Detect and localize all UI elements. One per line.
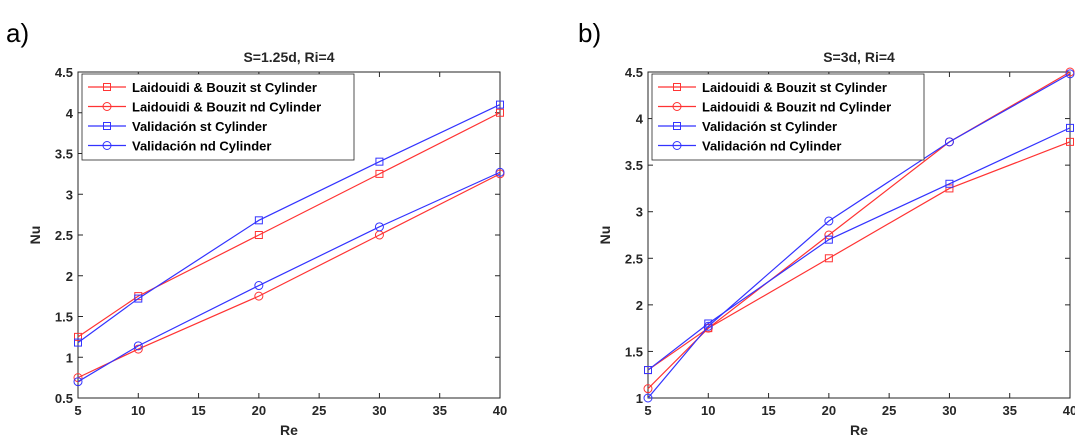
series-line [647, 73, 1071, 399]
data-point-circle [643, 384, 653, 394]
series-line [647, 141, 1071, 371]
y-tick-label: 2.5 [55, 228, 73, 243]
x-tick-label: 15 [191, 403, 205, 418]
legend-marker-circle [102, 141, 112, 150]
legend-marker-circle [672, 141, 682, 150]
x-tick-label: 15 [761, 403, 775, 418]
x-tick-label: 5 [644, 403, 651, 418]
x-tick-label: 35 [1002, 403, 1016, 418]
x-tick-label: 35 [432, 403, 446, 418]
legend-entry: Validación nd Cylinder [132, 139, 271, 154]
data-point-circle [824, 216, 834, 226]
x-tick-label: 5 [74, 403, 81, 418]
series-line [77, 104, 501, 344]
data-point-circle [73, 377, 83, 387]
data-point-circle [643, 393, 653, 403]
legend-marker-circle [102, 102, 112, 111]
data-point-square [945, 184, 954, 193]
legend-entry: Laidouidi & Bouzit nd Cylinder [702, 100, 891, 115]
series-line [77, 173, 501, 379]
data-point-square [134, 294, 143, 303]
data-point-circle [374, 222, 384, 232]
data-point-square [1066, 137, 1074, 146]
y-tick-label: 4.5 [55, 65, 73, 80]
data-point-square [74, 338, 82, 347]
legend-box [81, 73, 355, 161]
data-point-square [375, 157, 384, 166]
legend-entry: Validación st Cylinder [132, 119, 267, 134]
x-tick-label: 30 [942, 403, 956, 418]
legend-entry: Laidouidi & Bouzit st Cylinder [702, 80, 887, 95]
legend-marker-square [673, 83, 681, 91]
data-point-square [496, 108, 504, 117]
y-tick-label: 1.5 [625, 344, 643, 359]
data-point-square [945, 179, 954, 188]
data-point-square [496, 100, 504, 109]
data-point-circle [254, 281, 264, 291]
y-tick-label: 0.5 [55, 391, 73, 406]
x-tick-label: 10 [131, 403, 145, 418]
legend-entry: Laidouidi & Bouzit nd Cylinder [132, 100, 321, 115]
legend-entry: Validación nd Cylinder [702, 139, 841, 154]
data-point-square [254, 216, 263, 225]
data-point-circle [133, 341, 143, 351]
y-tick-label: 4 [66, 106, 74, 121]
data-point-square [1066, 123, 1074, 132]
legend-marker-square [103, 83, 111, 91]
legend-marker-square [103, 122, 111, 130]
data-point-circle [495, 167, 505, 177]
legend-marker-square [673, 122, 681, 130]
y-tick-label: 3.5 [625, 158, 643, 173]
panel-label: b) [578, 18, 601, 48]
x-tick-label: 40 [493, 403, 507, 418]
x-axis-label: Re [850, 422, 868, 438]
x-tick-label: 25 [882, 403, 896, 418]
x-tick-label: 25 [312, 403, 326, 418]
data-point-square [254, 231, 263, 239]
legend-marker-circle [672, 102, 682, 111]
x-axis-label: Re [280, 422, 298, 438]
y-tick-label: 2 [636, 298, 643, 313]
y-tick-label: 4.5 [625, 65, 643, 80]
legend-entry: Validación st Cylinder [702, 119, 837, 134]
y-tick-label: 1 [66, 350, 73, 365]
chart-panel-b: b) S=3d, Ri=4 5 10 15 20 25 30 35 40 1 1.5 2 2.5 3 3.5 4… [578, 18, 1075, 438]
chart-panel-a: a) S=1.25d, Ri=4 5 10 15 20 25 30 35 40 0.5 1 1.5 2 2.… [6, 18, 507, 438]
x-tick-label: 30 [372, 403, 386, 418]
data-point-square [644, 366, 652, 375]
legend-entry: Laidouidi & Bouzit st Cylinder [132, 80, 317, 95]
y-tick-label: 1.5 [55, 310, 73, 325]
x-tick-label: 20 [822, 403, 836, 418]
chart-title: S=1.25d, Ri=4 [243, 49, 334, 65]
legend-box [651, 73, 925, 161]
data-point-circle [254, 291, 264, 301]
y-tick-label: 3.5 [55, 147, 73, 162]
data-point-square [824, 235, 833, 244]
series-line [77, 171, 501, 383]
chart-title: S=3d, Ri=4 [823, 49, 895, 65]
panel-label: a) [6, 18, 29, 48]
y-tick-label: 3 [636, 205, 643, 220]
data-point-circle [1065, 69, 1075, 79]
y-axis-label: Nu [27, 226, 43, 245]
data-point-square [824, 254, 833, 263]
y-axis-label: Nu [597, 226, 613, 245]
x-tick-label: 20 [252, 403, 266, 418]
data-point-square [375, 169, 384, 178]
series-line [77, 112, 501, 338]
y-tick-label: 2.5 [625, 251, 643, 266]
data-point-circle [944, 137, 954, 147]
x-tick-label: 40 [1063, 403, 1075, 418]
data-point-circle [133, 344, 143, 354]
series-line [647, 127, 1071, 371]
y-tick-label: 3 [66, 187, 73, 202]
y-tick-label: 2 [66, 269, 73, 284]
y-tick-label: 1 [636, 391, 643, 406]
y-tick-label: 4 [636, 112, 644, 127]
x-tick-label: 10 [701, 403, 715, 418]
data-point-square [74, 332, 82, 341]
data-point-circle [703, 321, 713, 331]
